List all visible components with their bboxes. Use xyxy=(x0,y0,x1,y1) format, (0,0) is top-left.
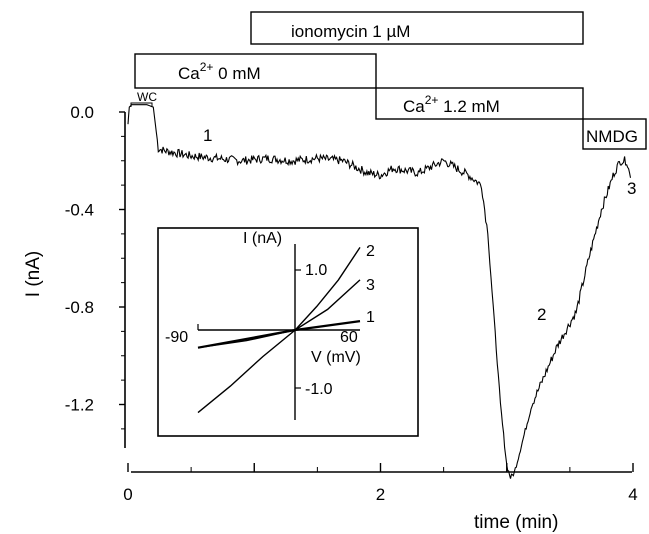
iv-inset: I (nA) V (mV) 1.0 -1.0 -90 60 2 3 1 xyxy=(157,227,419,437)
ca0-bar xyxy=(134,53,377,89)
ionomycin-label: ionomycin 1 µM xyxy=(291,22,410,41)
axes xyxy=(124,112,632,473)
inset-series-label-3: 3 xyxy=(366,277,375,294)
y-ticks: 0.0 -0.4 -0.8 -1.2 xyxy=(65,103,125,430)
inset-series-label-1: 1 xyxy=(366,309,375,326)
inset-series-label-2: 2 xyxy=(366,243,375,260)
x-tick-label: 4 xyxy=(628,485,637,504)
point-label-3: 3 xyxy=(627,179,636,198)
inset-xlabel: V (mV) xyxy=(311,349,361,366)
wc-label: WC xyxy=(137,90,157,104)
y-axis-title: I (nA) xyxy=(23,251,44,297)
inset-ytick-bottom: -1.0 xyxy=(305,381,333,398)
x-ticks: 0 2 4 xyxy=(123,463,638,504)
wc-bracket xyxy=(130,102,153,107)
y-tick-label: -1.2 xyxy=(65,396,94,415)
application-bars: ionomycin 1 µM Ca2+ 0 mM Ca2+ 1.2 mM NMD… xyxy=(134,11,647,150)
current-trace xyxy=(127,104,632,479)
point-label-2: 2 xyxy=(537,305,546,324)
inset-ylabel: I (nA) xyxy=(243,230,282,247)
ca12-bar xyxy=(375,87,584,120)
ca0-label: Ca2+ 0 mM xyxy=(178,60,261,83)
inset-curves xyxy=(197,247,361,414)
inset-ytick-top: 1.0 xyxy=(305,262,327,279)
x-axis-title: time (min) xyxy=(474,512,558,533)
inset-frame xyxy=(157,227,419,437)
point-label-1: 1 xyxy=(203,126,212,145)
ionomycin-bar xyxy=(250,11,584,45)
x-tick-label: 0 xyxy=(123,485,132,504)
y-tick-label: -0.4 xyxy=(65,201,94,220)
ca12-label: Ca2+ 1.2 mM xyxy=(403,93,500,116)
inset-series-3 xyxy=(197,279,361,349)
nmdg-label: NMDG xyxy=(586,127,638,146)
y-tick-label: -0.8 xyxy=(65,298,94,317)
inset-xtick-right: 60 xyxy=(340,329,358,346)
inset-xtick-left: -90 xyxy=(165,329,188,346)
x-tick-label: 2 xyxy=(376,485,385,504)
nmdg-bar xyxy=(582,118,647,150)
y-tick-label: 0.0 xyxy=(70,103,94,122)
